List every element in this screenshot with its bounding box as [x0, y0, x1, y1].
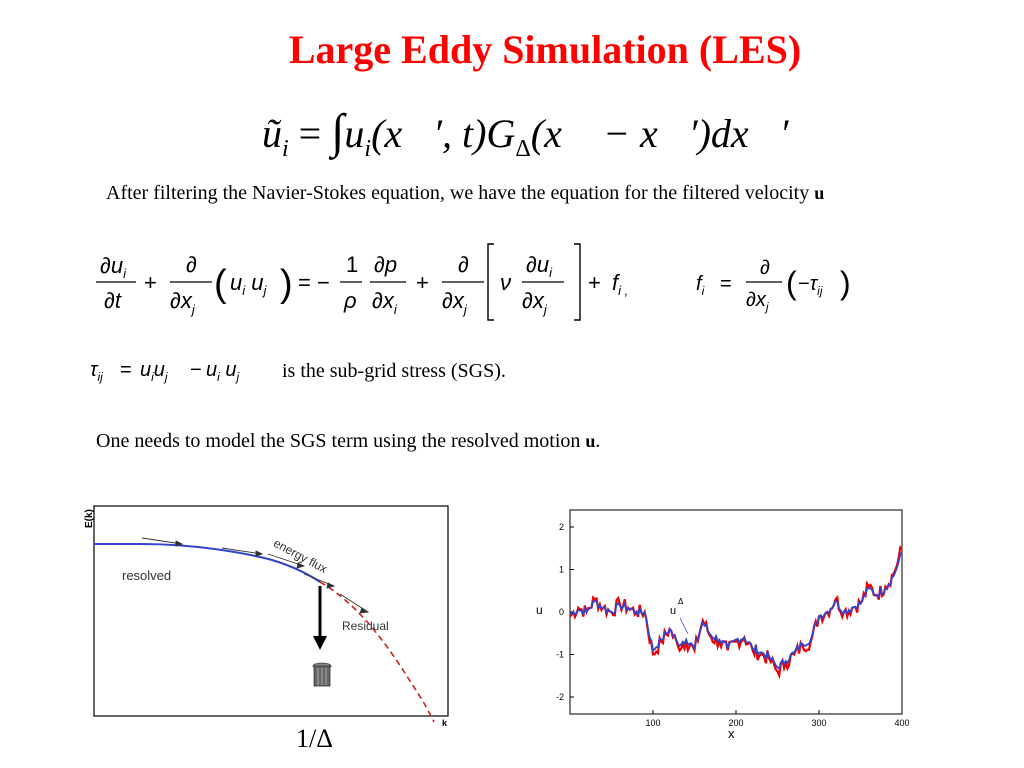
velocity-symbol: u: [814, 183, 825, 203]
svg-text:ui uj: ui uj: [230, 270, 268, 298]
x-tick-label: 300: [811, 718, 826, 728]
svg-text:τij: τij: [90, 359, 103, 384]
svg-text:(: (: [214, 263, 227, 305]
svg-text:fi ,: fi ,: [612, 270, 628, 298]
filter-paragraph: After filtering the Navier-Stokes equati…: [106, 182, 825, 204]
svg-text:∂t: ∂t: [104, 288, 122, 313]
svg-text:+: +: [144, 270, 157, 295]
x-tick-label: 400: [894, 718, 909, 728]
velocity-symbol-2: u: [585, 431, 596, 451]
svg-text:= −: = −: [298, 270, 330, 295]
ns-equation: ∂ui ∂t + ∂ ∂xj ( ui uj ) = − 1 ρ ∂p ∂xi …: [96, 243, 628, 321]
svg-text:(: (: [786, 265, 797, 301]
svg-text:∂xj: ∂xj: [746, 289, 769, 314]
velocity-xlabel: x: [728, 726, 735, 741]
svg-text:∂xj: ∂xj: [522, 288, 548, 317]
svg-text:+: +: [416, 270, 429, 295]
svg-text:∂xj: ∂xj: [170, 288, 196, 317]
model-paragraph: One needs to model the SGS term using th…: [96, 430, 601, 452]
svg-text:): ): [280, 263, 293, 305]
y-tick-label: -2: [556, 692, 564, 702]
residual-label: Residual: [342, 619, 389, 633]
svg-text:=: =: [120, 359, 132, 381]
svg-text:∂xj: ∂xj: [442, 288, 468, 317]
svg-text:=: =: [720, 273, 732, 295]
svg-text:uiuj: uiuj: [140, 359, 168, 384]
svg-text:−: −: [190, 359, 202, 381]
svg-text:fi: fi: [696, 273, 705, 298]
y-tick-label: 1: [559, 565, 564, 575]
svg-text:+: +: [588, 270, 601, 295]
svg-text:∂: ∂: [458, 252, 469, 277]
force-equation: fi = ∂ ∂xj ( −τij ): [696, 257, 851, 314]
x-tick-label: 200: [728, 718, 743, 728]
svg-text:ui uj: ui uj: [206, 359, 239, 384]
spectrum-xlabel: k: [442, 718, 448, 728]
svg-text:−τij: −τij: [798, 273, 823, 298]
y-tick-label: 0: [559, 607, 564, 617]
x-tick-label: 100: [645, 718, 660, 728]
svg-text:∂p: ∂p: [374, 252, 397, 277]
svg-text:∂ui: ∂ui: [100, 253, 127, 281]
sgs-description: is the sub-grid stress (SGS).: [282, 360, 506, 382]
svg-text:∂ui: ∂ui: [526, 252, 553, 280]
svg-text:ρ: ρ: [343, 288, 357, 313]
filtered-velocity-sup: Δ: [678, 597, 684, 606]
y-tick-label: 2: [559, 522, 564, 532]
svg-text:∂xi: ∂xi: [372, 288, 398, 317]
y-tick-label: -1: [556, 650, 564, 660]
page-title: Large Eddy Simulation (LES): [288, 27, 802, 72]
series-red-line: [569, 545, 903, 680]
trash-can-icon: [312, 662, 332, 687]
svg-text:): ): [840, 265, 851, 301]
energy-spectrum-plot: E(k) k resolved energy flux Residual: [72, 502, 462, 728]
sgs-equation: τij = uiuj − ui uj: [90, 359, 239, 384]
velocity-plot: u x u Δ 2 1 0 -1 -2 100 200 300 400: [530, 504, 930, 744]
svg-text:1: 1: [346, 252, 358, 277]
svg-text:∂: ∂: [186, 252, 197, 277]
filter-scale-caption: 1/Δ: [296, 724, 333, 753]
velocity-ylabel: u: [536, 603, 543, 617]
svg-text:ν: ν: [500, 270, 511, 295]
filtered-velocity-label: u: [670, 605, 676, 617]
series-blue-line: [569, 551, 903, 671]
resolved-label: resolved: [122, 568, 171, 583]
spectrum-ylabel: E(k): [84, 509, 95, 528]
svg-text:∂: ∂: [760, 257, 770, 279]
filter-equation: ũi = ∫ui(x⃗′, t)GΔ(x⃗ − x⃗′)dx⃗′: [262, 105, 789, 162]
